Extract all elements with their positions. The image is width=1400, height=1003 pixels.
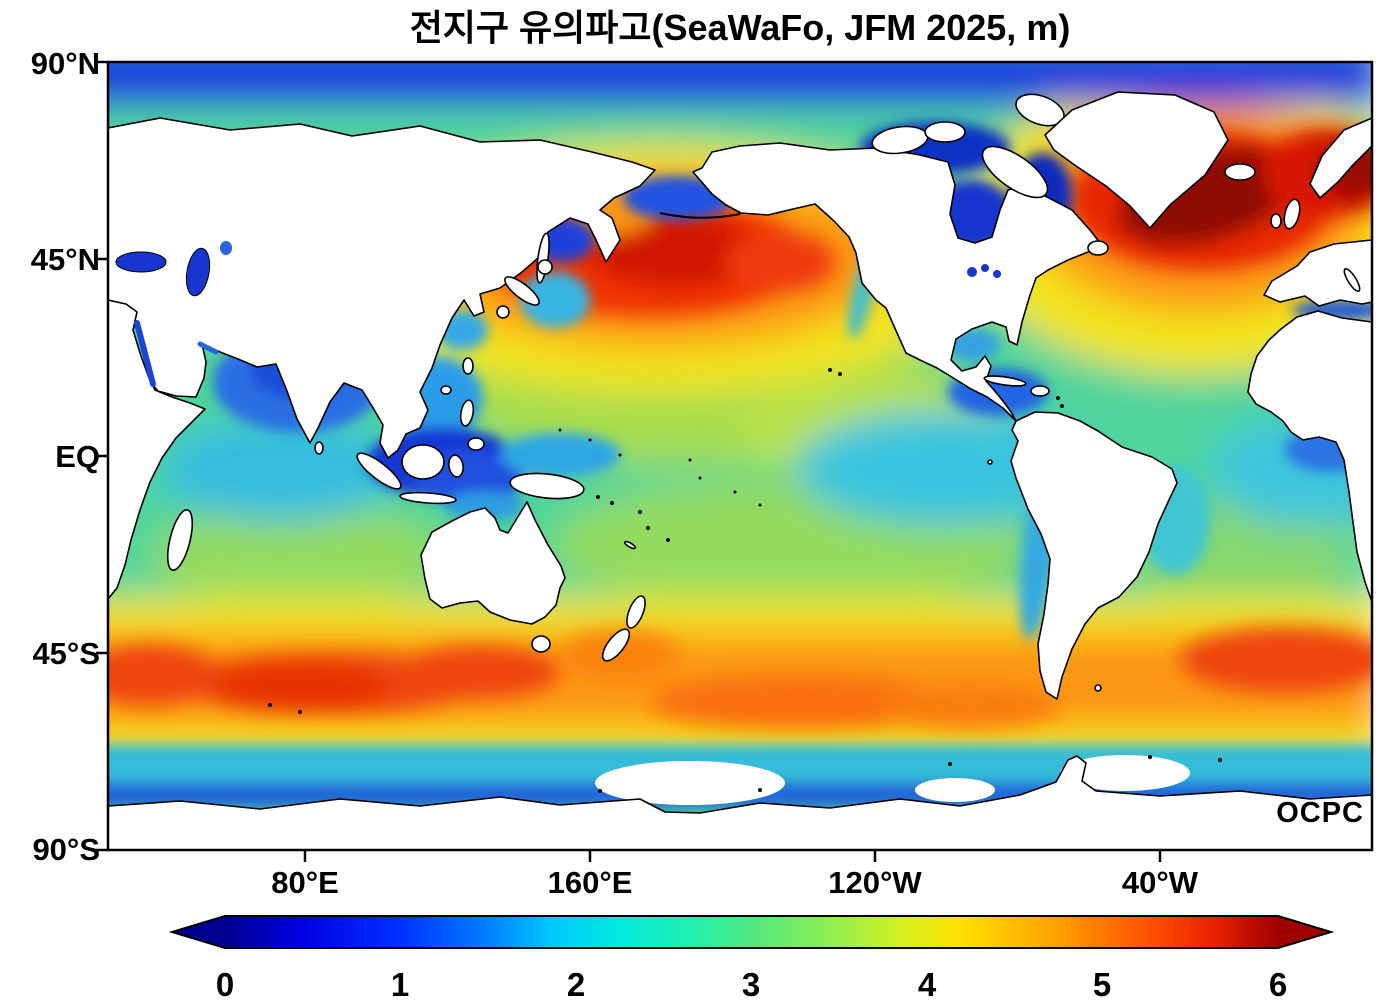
colorbar-tick-2: 2 <box>567 966 585 1003</box>
coastline-nz-north <box>626 595 646 629</box>
great-lakes <box>967 264 1001 278</box>
colorbar-tick-labels: 0 1 2 3 4 5 6 <box>216 966 1287 1003</box>
colorbar-tick-5: 5 <box>1093 966 1111 1003</box>
lat-axis-labels: 90°N 45°N EQ 45°S 90°S <box>31 46 100 867</box>
lon-label-160e: 160°E <box>548 865 633 900</box>
coastline-kyushu <box>496 305 510 319</box>
coastline-antarctica <box>108 755 1372 850</box>
coastline-iceland <box>1224 163 1256 181</box>
colorbar-tick-3: 3 <box>742 966 760 1003</box>
coastline-new-caledonia <box>623 540 637 550</box>
lat-label-eq: EQ <box>55 439 100 474</box>
red-sea <box>134 320 156 387</box>
coastline-scandinavia <box>1309 117 1372 199</box>
coastline-eurasia <box>108 117 656 459</box>
coastline-taiwan <box>462 357 474 375</box>
lat-label-45n: 45°N <box>31 242 100 277</box>
lon-axis-labels: 80°E 160°E 120°W 40°W <box>271 865 1199 900</box>
coastline-west-europe <box>1263 239 1372 307</box>
coastline-nz-south <box>601 628 631 662</box>
colorbar-gradient-bar <box>168 915 1335 949</box>
coastline-ireland <box>1270 213 1282 229</box>
coastline-banks-island <box>924 121 966 143</box>
lat-label-90s: 90°S <box>32 832 100 867</box>
coastline-sumatra <box>356 452 402 490</box>
coastline-java <box>399 491 457 505</box>
coastline-borneo <box>401 444 445 480</box>
lon-label-120w: 120°W <box>828 865 922 900</box>
land-masses <box>108 91 1372 850</box>
lat-label-90n: 90°N <box>31 46 100 81</box>
coastline-south-america <box>1010 411 1178 700</box>
coastline-newfoundland <box>1087 240 1109 256</box>
coastline-africa-west <box>1247 310 1372 603</box>
caspian-sea <box>185 247 211 297</box>
lat-label-45s: 45°S <box>32 636 100 671</box>
coastline-north-america <box>692 142 1101 422</box>
coastline-galapagos <box>987 459 993 465</box>
coastline-cuba <box>983 375 1027 387</box>
coastline-greenland <box>1044 91 1229 229</box>
coastline-aleutians <box>659 212 741 219</box>
coastline-baffin-island <box>981 145 1049 199</box>
coastline-hokkaido <box>537 259 553 275</box>
small-islands <box>268 368 1222 793</box>
coastline-mindanao <box>467 437 485 451</box>
coastline-britain <box>1283 198 1301 230</box>
lon-label-40w: 40°W <box>1122 865 1199 900</box>
coastline-australia <box>420 501 566 625</box>
coastline-italy <box>1343 267 1361 293</box>
ocpc-logo: OCPC <box>1276 797 1364 829</box>
colorbar-tick-1: 1 <box>391 966 409 1003</box>
coastline-madagascar <box>166 509 194 571</box>
wave-height-field <box>108 62 1372 850</box>
persian-gulf <box>197 341 219 355</box>
lon-label-80e: 80°E <box>271 865 339 900</box>
coastline-sulawesi <box>448 454 464 478</box>
coastline-africa-east <box>108 299 206 600</box>
coastline-hainan <box>440 385 452 395</box>
chart-title: 전지구 유의파고(SeaWaFo, JFM 2025, m) <box>410 7 1071 48</box>
colorbar: 0 1 2 3 4 5 6 <box>168 915 1335 1003</box>
sea-ice-mask <box>595 755 1190 805</box>
black-sea <box>115 251 167 273</box>
coastline-falklands <box>1094 684 1102 692</box>
colorbar-tick-6: 6 <box>1269 966 1287 1003</box>
coastline-honshu <box>504 276 540 306</box>
coastline-luzon <box>459 399 475 427</box>
axis-ticks <box>96 60 1162 862</box>
colorbar-tick-0: 0 <box>216 966 234 1003</box>
aral-sea <box>220 241 232 255</box>
coastline-tasmania <box>531 635 551 653</box>
colorbar-tick-4: 4 <box>918 966 937 1003</box>
coastline-sri-lanka <box>314 441 324 455</box>
inland-seas <box>115 241 1001 387</box>
coastline-new-guinea <box>509 472 585 500</box>
coastline-hispaniola <box>1030 385 1050 397</box>
